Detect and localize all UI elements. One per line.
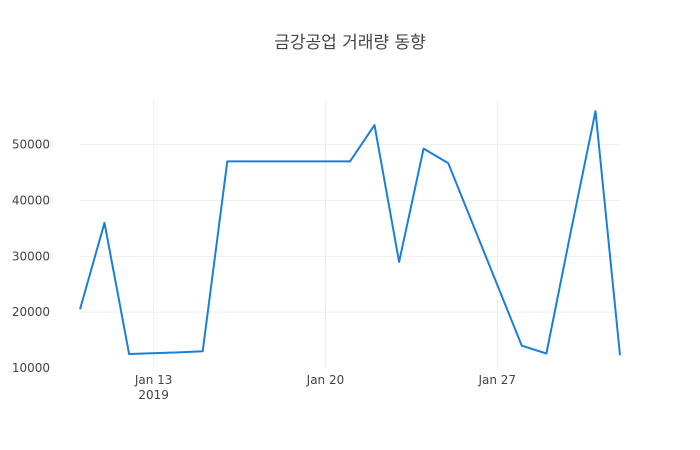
- x-tick-label: Jan 13: [134, 373, 173, 387]
- data-point[interactable]: [274, 159, 278, 163]
- y-tick-label: 20000: [12, 305, 50, 319]
- data-point[interactable]: [373, 123, 377, 127]
- data-point[interactable]: [446, 161, 450, 165]
- y-axis-ticks: 10000 20000 30000 40000 50000: [12, 138, 50, 375]
- data-point[interactable]: [127, 352, 131, 356]
- series-layer: [78, 109, 622, 357]
- data-point[interactable]: [176, 350, 180, 354]
- data-point[interactable]: [520, 344, 524, 348]
- data-point[interactable]: [593, 109, 597, 113]
- data-point[interactable]: [422, 147, 426, 151]
- data-point[interactable]: [569, 229, 573, 233]
- data-point[interactable]: [618, 353, 622, 357]
- y-tick-label: 50000: [12, 138, 50, 152]
- data-point[interactable]: [299, 159, 303, 163]
- data-point[interactable]: [323, 159, 327, 163]
- data-point[interactable]: [201, 349, 205, 353]
- data-point[interactable]: [78, 307, 82, 311]
- grid: [80, 100, 620, 368]
- series-line: [79, 110, 621, 356]
- y-tick-label: 10000: [12, 361, 50, 375]
- x-tick-sublabel: 2019: [138, 388, 169, 402]
- data-point[interactable]: [250, 159, 254, 163]
- y-tick-label: 30000: [12, 249, 50, 263]
- data-point[interactable]: [225, 159, 229, 163]
- y-tick-label: 40000: [12, 194, 50, 208]
- x-tick-label: Jan 27: [477, 373, 516, 387]
- data-point[interactable]: [397, 260, 401, 264]
- chart-title: 금강공업 거래량 동향: [274, 33, 426, 53]
- data-point[interactable]: [348, 159, 352, 163]
- data-point[interactable]: [103, 221, 107, 225]
- x-tick-label: Jan 20: [306, 373, 345, 387]
- data-point[interactable]: [544, 351, 548, 355]
